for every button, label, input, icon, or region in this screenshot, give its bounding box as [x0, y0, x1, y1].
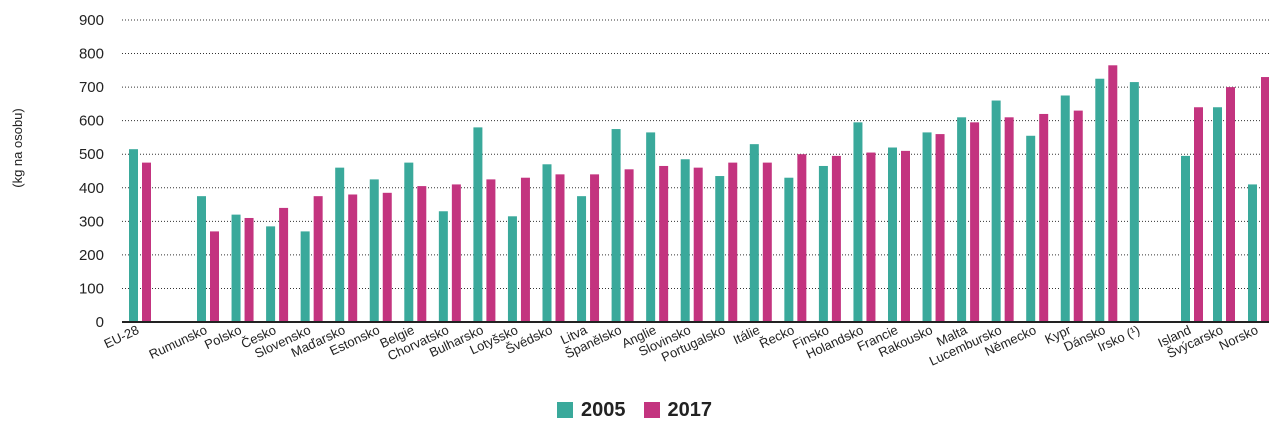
y-tick-label: 100 [79, 280, 104, 297]
bar-2017-Dánsko [1108, 65, 1118, 323]
bar-2005-Belgie [404, 162, 414, 322]
bar-2005-Francie [888, 147, 897, 322]
y-tick-label: 400 [79, 180, 104, 197]
bar-2005-Rakousko [922, 132, 932, 322]
bar-2005-Dánsko [1095, 78, 1105, 322]
bar-2017-Česko [279, 207, 289, 322]
bar-2005-Slovinsko [680, 159, 690, 322]
bar-2005-Německo [1026, 135, 1036, 322]
bar-2017-Island [1194, 107, 1203, 322]
bar-2005-Polsko [231, 214, 241, 322]
bar-2017-Holandsko [866, 152, 876, 322]
bar-2005-Island [1181, 155, 1190, 322]
bar-2017-Lotyšsko [520, 177, 530, 322]
bar-2017-Německo [1039, 113, 1049, 322]
y-tick-label: 200 [79, 247, 104, 264]
bar-2017-Estonsko [382, 192, 392, 322]
bar-2005-Maďarsko [335, 167, 345, 322]
bar-2005-Švýcarsko [1213, 107, 1222, 322]
bar-2017-Kypr [1073, 110, 1083, 322]
bar-2005-Lucembursko [991, 100, 1001, 323]
legend-item-2005: 2005 [557, 399, 626, 422]
bar-2005-Řecko [784, 177, 794, 322]
x-tick-label: Rumunsko [147, 322, 210, 362]
y-axis-ticks: 0 100 200 300 400 500 600 700 800 900 [79, 12, 104, 331]
bar-2017-Švýcarsko [1226, 87, 1235, 322]
x-tick-label: EU-28 [102, 322, 142, 351]
bar-2017-Belgie [417, 186, 427, 322]
bar-2017-Švédsko [555, 174, 565, 322]
y-tick-label: 800 [79, 46, 104, 63]
bar-2005-Litva [577, 196, 587, 322]
bar-2017-Bulharsko [486, 179, 496, 322]
bar-2017-Norsko [1261, 77, 1269, 323]
y-tick-label: 300 [79, 213, 104, 230]
bar-2017-Malta [970, 122, 980, 322]
bar-2017-Litva [590, 174, 600, 322]
legend-swatch-2005 [557, 402, 573, 418]
bar-2005-Irsko (¹) [1129, 82, 1139, 322]
bar-2017-Chorvatsko [451, 184, 461, 322]
bar-2005-Chorvatsko [438, 211, 448, 322]
bar-2017-EU-28 [142, 162, 151, 322]
bar-2017-Španělsko [624, 169, 634, 322]
bar-2005-Kypr [1060, 95, 1070, 322]
bar-2017-Řecko [797, 154, 807, 322]
y-tick-label: 900 [79, 12, 104, 29]
x-tick-label: Norsko [1217, 322, 1261, 353]
bar-2017-Francie [901, 150, 910, 322]
bar-2005-Rumunsko [197, 196, 206, 322]
bar-2005-Švédsko [542, 164, 552, 322]
y-tick-label: 700 [79, 79, 104, 96]
y-tick-label: 0 [96, 314, 104, 331]
bar-2005-Portugalsko [715, 176, 725, 322]
bar-2017-Itálie [762, 162, 772, 322]
bar-2017-Anglie [659, 165, 669, 322]
bar-2017-Finsko [831, 155, 841, 322]
legend-label-2017: 2017 [667, 398, 713, 421]
bar-2005-Malta [957, 117, 967, 322]
y-tick-label: 600 [79, 113, 104, 130]
bar-2005-Holandsko [853, 122, 863, 322]
bar-2017-Rakousko [935, 134, 945, 322]
bar-2017-Slovensko [313, 196, 323, 322]
bar-2017-Portugalsko [728, 162, 738, 322]
bar-2005-Norsko [1248, 184, 1257, 322]
legend-swatch-2017 [643, 402, 660, 418]
y-axis-label: (kg na osobu) [10, 108, 25, 188]
x-axis-labels: EU-28 RumunskoPolskoČeskoSlovenskoMaďarsk… [102, 322, 1261, 369]
legend-label-2005: 2005 [581, 398, 626, 421]
bar-2005-Lotyšsko [507, 216, 517, 322]
bar-2005-Estonsko [369, 179, 379, 322]
legend-item-2017: 2017 [643, 398, 713, 422]
x-tick-label: Řecko [757, 322, 797, 351]
bar-2005-EU-28 [129, 149, 138, 322]
bar-2017-Slovinsko [693, 167, 703, 322]
bars [129, 65, 1269, 323]
bar-2005-Slovensko [300, 231, 310, 322]
bar-2005-Bulharsko [473, 127, 483, 322]
bar-2017-Polsko [244, 217, 254, 322]
bar-2005-Španělsko [611, 129, 621, 322]
bar-2017-Lucembursko [1004, 117, 1014, 322]
legend: 2005 2017 [0, 396, 1269, 424]
bar-2005-Anglie [646, 132, 656, 322]
bar-2017-Maďarsko [348, 194, 358, 322]
bar-2005-Itálie [749, 144, 759, 322]
x-tick-label: Itálie [731, 322, 762, 347]
y-tick-label: 500 [79, 146, 104, 163]
bar-2017-Rumunsko [210, 231, 219, 322]
bar-2005-Česko [266, 226, 276, 322]
bar-2005-Finsko [818, 165, 828, 322]
